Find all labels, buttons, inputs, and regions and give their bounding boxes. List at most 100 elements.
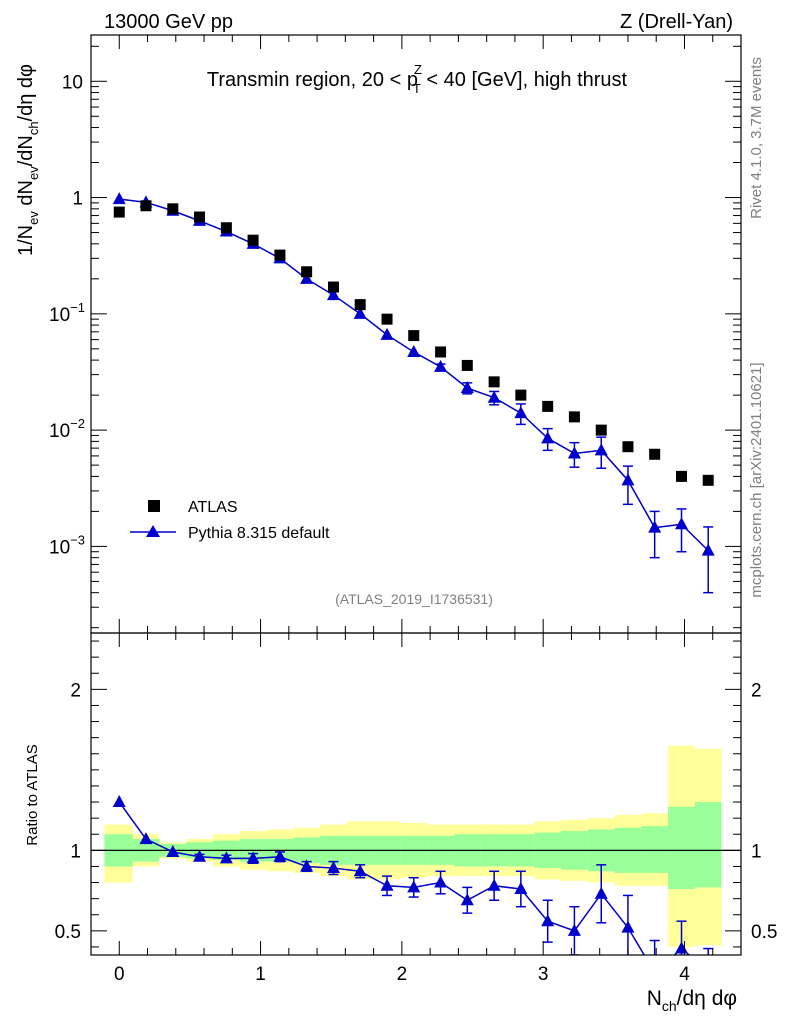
ratio-mc-point <box>193 849 207 862</box>
x-tick-label: 4 <box>679 964 690 985</box>
ratio-band-group <box>91 745 741 947</box>
main-axes: 10−3 10−2 10−1 1 10 <box>49 34 742 634</box>
plot-title-prefix: Transmin region, 20 < p <box>207 69 418 91</box>
rivet-label: Rivet 4.1.0, 3.7M events <box>748 57 765 219</box>
main-y-tick-label: 10−1 <box>49 300 85 326</box>
process-label: Z (Drell-Yan) <box>620 11 733 33</box>
main-mc-point <box>407 344 421 357</box>
main-y-tick-label: 10−2 <box>49 416 85 442</box>
main-mc-point <box>675 517 689 530</box>
ratio-mc-point <box>594 886 608 899</box>
ratio-y-tick-label: 0.5 <box>55 922 81 943</box>
main-data-point <box>595 424 607 436</box>
main-data-point <box>274 249 286 261</box>
main-data-point <box>381 313 393 325</box>
ratio-data-marks <box>112 795 715 978</box>
ratio-mc-point <box>460 893 474 906</box>
main-y-tick-label: 10 <box>62 72 83 93</box>
x-tick-label: 2 <box>397 964 408 985</box>
ratio-mc-point <box>407 880 421 893</box>
main-data-point <box>515 389 527 401</box>
main-data-point <box>408 330 420 342</box>
ratio-y-tick-label: 1 <box>70 841 81 862</box>
mcplots-label: mcplots.cern.ch [arXiv:2401.10621] <box>748 362 765 597</box>
ratio-mc-point <box>166 844 180 857</box>
main-mc-point <box>460 381 474 394</box>
plot-title: Transmin region, 20 < pZ T < 40 [GeV], hi… <box>207 62 628 96</box>
ratio-mc-point <box>380 878 394 891</box>
ratio-frame <box>90 632 742 956</box>
main-mc-point <box>541 431 555 444</box>
legend-data-marker <box>148 500 160 512</box>
main-mc-point <box>648 520 662 533</box>
main-data-point <box>113 206 125 218</box>
ratio-mc-point <box>567 923 581 936</box>
main-mc-point <box>514 406 528 419</box>
main-mc-point <box>434 359 448 372</box>
ratio-mc-point <box>246 851 260 864</box>
main-data-point <box>354 299 366 311</box>
main-mc-point <box>326 288 340 301</box>
main-data-point <box>301 266 313 278</box>
ratio-mc-point <box>219 851 233 864</box>
ratio-mc-point <box>112 795 126 808</box>
main-y-axis-label: 1/Nev dNev/dNch/dη dφ <box>15 64 41 256</box>
main-y-tick-label: 1 <box>72 189 83 210</box>
x-tick-label: 1 <box>255 964 266 985</box>
legend-mc-marker <box>146 525 160 537</box>
ratio-inner-band-bin <box>668 806 695 889</box>
ratio-mc-point <box>353 864 367 877</box>
ratio-mc-point <box>273 849 287 862</box>
energy-label: 13000 GeV pp <box>104 11 233 33</box>
main-data-point <box>649 448 661 460</box>
ratio-mc-point <box>434 875 448 888</box>
ratio-y-axis-label: Ratio to ATLAS <box>24 744 41 845</box>
main-mc-point <box>380 327 394 340</box>
x-tick-label: 0 <box>114 964 125 985</box>
main-mc-point <box>487 390 501 403</box>
main-data-point <box>220 222 232 234</box>
ratio-y-tick-label-right: 1 <box>751 841 762 862</box>
main-mc-point <box>567 446 581 459</box>
main-mc-point <box>112 192 126 205</box>
ratio-y-tick-label: 2 <box>70 680 81 701</box>
ratio-mc-point <box>139 832 153 845</box>
main-data-point <box>194 211 206 223</box>
ratio-inner-band-bin <box>641 826 669 873</box>
plot-title-sup: Z <box>414 62 422 77</box>
ratio-y-tick-label-right: 0.5 <box>751 922 777 943</box>
legend-data-label: ATLAS <box>188 499 238 516</box>
main-mc-point <box>701 543 715 556</box>
main-data-point <box>488 376 500 388</box>
main-data-point <box>676 470 688 482</box>
main-data-point <box>461 359 473 371</box>
main-data-point <box>140 200 152 212</box>
ratio-mc-point <box>514 881 528 894</box>
ratio-mc-point <box>702 964 715 976</box>
main-data-point <box>435 346 447 358</box>
analysis-watermark: (ATLAS_2019_I1736531) <box>335 591 493 607</box>
x-tick-label: 3 <box>538 964 549 985</box>
main-data-marks <box>112 192 715 594</box>
ratio-mc-point <box>541 914 555 927</box>
main-data-point <box>568 411 580 423</box>
main-mc-point <box>594 443 608 456</box>
ratio-inner-band-bin <box>694 802 722 888</box>
ratio-uncertainty-bands <box>91 745 741 947</box>
ratio-mc-point <box>300 859 314 872</box>
main-mc-point <box>621 473 635 486</box>
main-data-point <box>622 441 634 453</box>
main-y-tick-label: 10−3 <box>49 532 85 558</box>
ratio-mc-point <box>487 878 501 891</box>
x-axis-label: Nch/dη dφ <box>647 987 737 1014</box>
legend-mc-label: Pythia 8.315 default <box>188 525 330 542</box>
main-data-point <box>247 234 259 246</box>
ratio-mc-point <box>648 966 661 978</box>
plot-title-sub: T <box>413 81 421 96</box>
main-mc-point <box>300 271 314 284</box>
ratio-mc-point <box>621 920 635 933</box>
main-data-point <box>702 474 714 486</box>
main-mc-point <box>353 306 367 319</box>
ratio-mc-group <box>112 795 715 978</box>
